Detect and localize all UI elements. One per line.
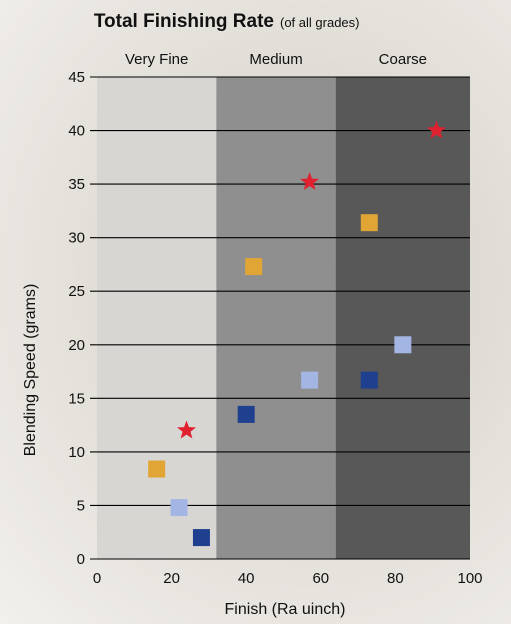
data-point-square <box>237 405 255 423</box>
chart-title: Total Finishing Rate <box>94 11 274 32</box>
y-tick-label: 5 <box>77 497 85 514</box>
x-tick-label: 20 <box>163 570 180 587</box>
data-point-star <box>300 171 320 191</box>
x-tick-labels: 0 20 40 60 80 100 <box>93 570 483 587</box>
y-axis-label: Blending Speed (grams) <box>22 284 39 457</box>
data-point-square <box>192 529 210 547</box>
data-point-square <box>148 460 166 478</box>
region-label: Medium <box>249 51 302 68</box>
x-tick-label: 0 <box>93 570 101 587</box>
region-bands <box>97 77 470 559</box>
region-label: Coarse <box>379 51 427 68</box>
y-tick-label: 10 <box>68 444 85 461</box>
x-axis-label: Finish (Ra uinch) <box>225 601 346 618</box>
y-tick-label: 40 <box>68 123 85 140</box>
data-point-square <box>170 499 188 517</box>
data-point-square <box>394 336 412 354</box>
data-point-star <box>177 420 197 439</box>
y-tick-label: 45 <box>68 69 85 86</box>
y-tick-label: 0 <box>77 551 85 568</box>
data-point-square <box>360 371 378 389</box>
region-band <box>335 77 470 559</box>
data-point-square <box>301 371 319 389</box>
gridlines <box>90 76 470 560</box>
region-label: Very Fine <box>125 51 188 68</box>
y-tick-label: 20 <box>68 337 85 354</box>
region-band <box>97 77 217 559</box>
x-tick-label: 100 <box>457 570 482 587</box>
region-labels: Very Fine Medium Coarse <box>125 51 427 68</box>
data-points <box>148 120 446 547</box>
region-band <box>216 77 336 559</box>
chart-subtitle: (of all grades) <box>280 15 359 30</box>
y-tick-label: 35 <box>68 176 85 193</box>
data-point-square <box>245 258 263 276</box>
x-tick-label: 40 <box>238 570 255 587</box>
data-point-square <box>360 214 378 232</box>
y-tick-label: 25 <box>68 283 85 300</box>
y-tick-labels: 0 5 10 15 20 25 30 35 40 45 <box>68 69 85 568</box>
y-tick-label: 15 <box>68 390 85 407</box>
x-tick-label: 60 <box>312 570 329 587</box>
y-tick-label: 30 <box>68 230 85 247</box>
x-tick-label: 80 <box>387 570 404 587</box>
data-point-star <box>426 120 446 139</box>
